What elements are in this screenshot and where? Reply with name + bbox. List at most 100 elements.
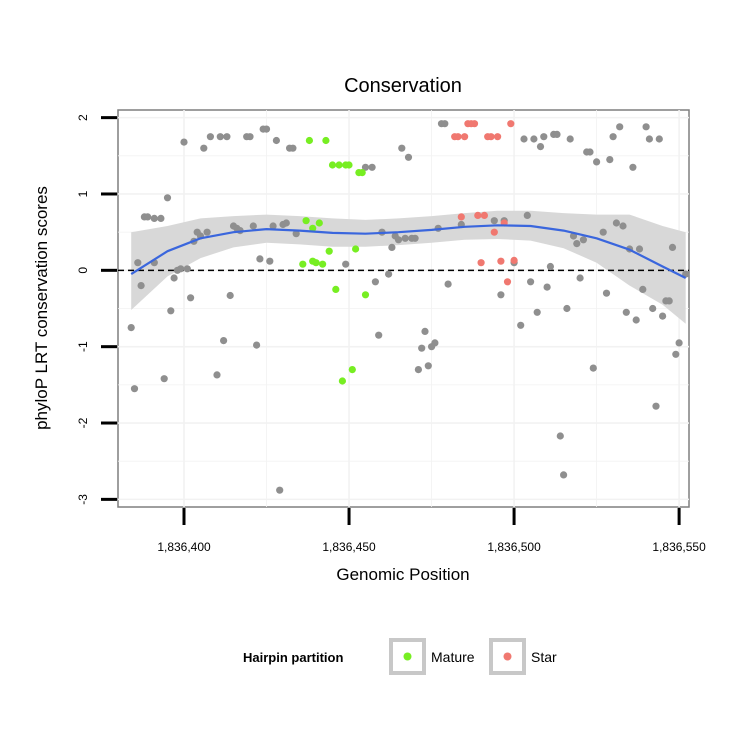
- point-other-91: [560, 471, 568, 479]
- point-other-119: [655, 135, 663, 143]
- point-other-102: [599, 228, 607, 236]
- point-other-0: [127, 324, 135, 332]
- point-mature-6: [315, 219, 323, 227]
- point-other-26: [220, 337, 228, 345]
- point-other-113: [635, 245, 644, 253]
- point-star-1: [454, 133, 462, 141]
- point-other-3: [137, 282, 145, 290]
- point-other-11: [167, 307, 175, 315]
- point-other-84: [536, 143, 545, 151]
- point-other-41: [272, 136, 280, 145]
- point-other-22: [203, 228, 211, 236]
- point-mature-8: [322, 136, 330, 145]
- point-other-40: [269, 222, 277, 230]
- point-mature-3: [309, 224, 317, 232]
- point-mature-11: [332, 285, 340, 293]
- point-mature-19: [358, 169, 366, 177]
- point-star-14: [497, 257, 505, 265]
- point-other-17: [187, 294, 195, 302]
- smooth-line: [130, 224, 687, 279]
- point-other-63: [414, 366, 422, 374]
- x-axis-title: Genomic Position: [336, 565, 469, 584]
- point-other-16: [183, 265, 191, 273]
- legend-key-star: [489, 638, 526, 675]
- point-other-68: [431, 339, 439, 347]
- point-other-15: [180, 138, 188, 146]
- point-mature-13: [338, 377, 346, 385]
- point-other-123: [668, 243, 677, 251]
- y-axis-title: phyloP LRT conservation scores: [32, 186, 51, 430]
- confidence-band-group: [131, 210, 686, 324]
- point-star-8: [477, 259, 485, 267]
- point-other-122: [665, 297, 673, 305]
- point-other-80: [523, 211, 531, 219]
- point-other-100: [589, 364, 597, 372]
- point-other-6: [150, 214, 158, 222]
- point-other-103: [602, 289, 611, 297]
- point-other-79: [520, 135, 528, 143]
- confidence-band: [131, 210, 686, 324]
- point-star-16: [503, 278, 512, 286]
- point-other-97: [579, 236, 588, 244]
- legend: Hairpin partition Mature Star: [243, 638, 557, 675]
- point-other-95: [573, 240, 581, 248]
- legend-label-star: Star: [531, 649, 557, 665]
- point-star-7: [474, 211, 482, 219]
- point-other-62: [411, 234, 419, 242]
- y-tick-label-2: -1: [76, 341, 90, 352]
- point-other-66: [424, 362, 432, 370]
- point-other-9: [160, 375, 168, 383]
- point-other-118: [652, 402, 660, 410]
- point-other-114: [639, 285, 647, 293]
- point-other-105: [609, 133, 617, 141]
- point-star-9: [480, 211, 488, 219]
- point-other-38: [262, 125, 271, 133]
- y-tick-label-4: 1: [76, 190, 90, 197]
- point-other-124: [672, 350, 680, 358]
- point-other-89: [553, 130, 561, 138]
- point-other-57: [394, 236, 403, 244]
- point-other-55: [388, 243, 396, 251]
- data-points: [127, 120, 690, 494]
- point-mature-17: [352, 245, 360, 253]
- legend-title: Hairpin partition: [243, 650, 343, 665]
- x-tick-label-1: 1,836,450: [322, 540, 376, 554]
- point-star-2: [457, 213, 465, 221]
- point-other-74: [490, 217, 498, 225]
- point-star-18: [510, 256, 518, 264]
- point-other-52: [375, 331, 383, 339]
- point-other-65: [421, 327, 429, 335]
- point-star-12: [490, 228, 498, 236]
- point-other-120: [659, 312, 667, 320]
- point-other-12: [170, 274, 178, 282]
- point-star-3: [461, 133, 469, 141]
- point-other-75: [497, 291, 505, 299]
- point-other-39: [266, 257, 274, 265]
- point-star-11: [487, 133, 495, 141]
- point-mature-7: [319, 260, 327, 268]
- point-other-71: [441, 120, 449, 128]
- point-other-116: [645, 135, 654, 143]
- point-other-5: [144, 213, 152, 221]
- point-other-14: [177, 265, 185, 273]
- point-mature-20: [361, 291, 370, 299]
- point-other-64: [418, 344, 426, 352]
- point-other-85: [540, 133, 548, 141]
- point-mature-15: [345, 161, 353, 169]
- point-mature-0: [299, 260, 307, 268]
- point-other-109: [622, 308, 630, 316]
- point-other-93: [566, 135, 574, 143]
- legend-swatch-mature: [403, 652, 412, 661]
- point-other-8: [157, 214, 165, 222]
- point-other-36: [256, 255, 264, 263]
- point-other-108: [619, 222, 627, 230]
- point-other-117: [649, 304, 657, 313]
- point-other-99: [586, 148, 594, 156]
- legend-label-mature: Mature: [431, 649, 475, 665]
- point-other-83: [533, 308, 541, 316]
- point-other-48: [342, 260, 350, 268]
- y-axis: -3 -2 -1 0 1 2: [76, 114, 117, 505]
- point-other-59: [401, 234, 409, 242]
- point-other-2: [134, 259, 142, 267]
